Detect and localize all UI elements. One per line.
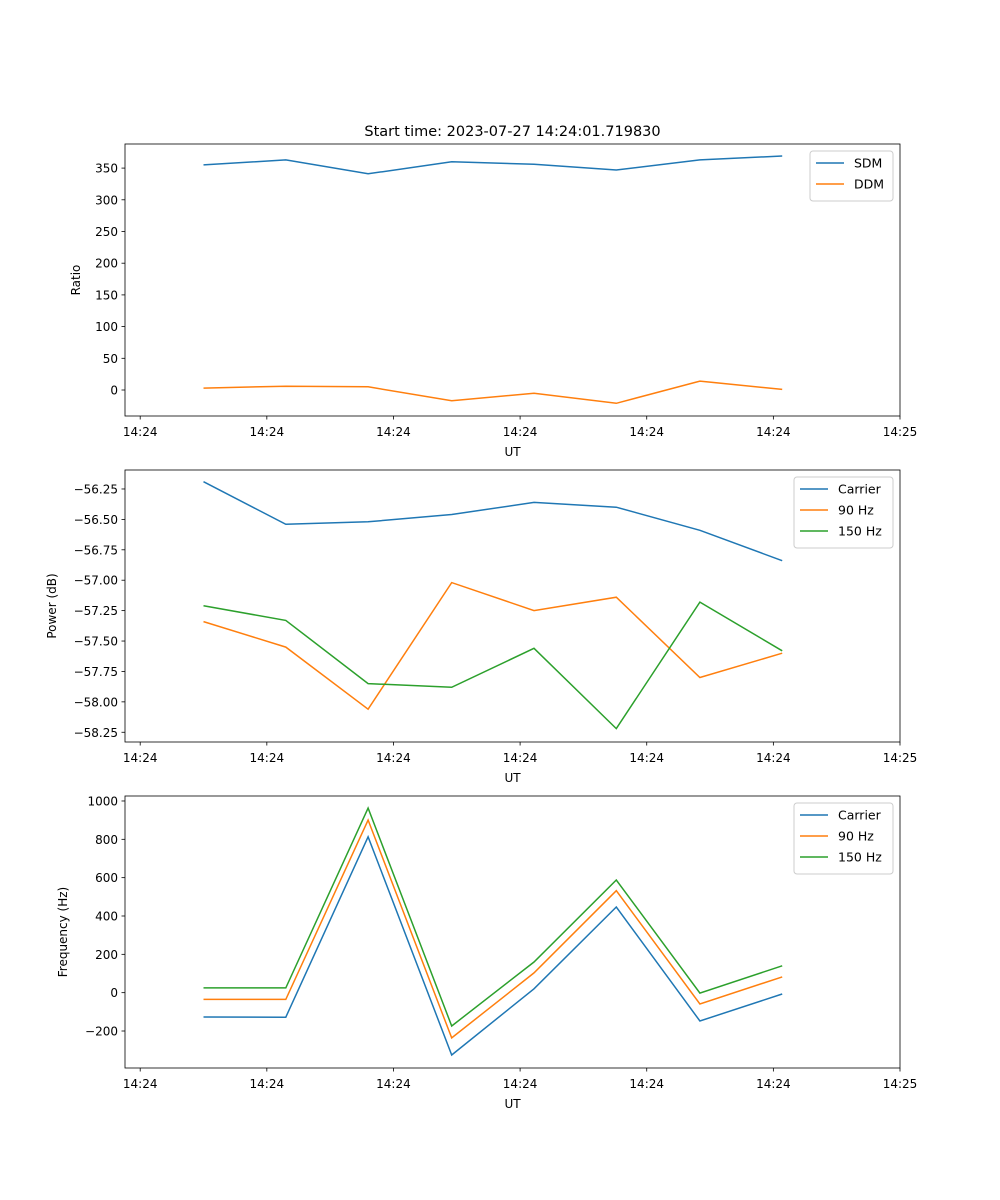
chart-title: Start time: 2023-07-27 14:24:01.719830	[364, 124, 660, 140]
y-tick-label: 350	[95, 162, 118, 176]
subplot-1: 14:24 14:24 14:24 14:24 14:24 14:24 14:25 0 50 10…	[69, 124, 917, 459]
y-tick-label: −56.25	[74, 482, 118, 496]
y-tick-label: 0	[110, 986, 118, 1000]
series-line-150-hz	[203, 601, 783, 730]
x-tick-label: 14:24	[756, 425, 791, 439]
series-line-carrier	[203, 481, 783, 562]
series-line-90-hz	[203, 818, 783, 1040]
x-tick-label: 14:24	[376, 1077, 411, 1091]
x-tick-label: 14:24	[123, 1077, 158, 1091]
series-line-ddm	[203, 380, 783, 405]
x-tick-label: 14:24	[503, 425, 538, 439]
y-tick-label: 250	[95, 225, 118, 239]
y-tick-label: −58.25	[74, 726, 118, 740]
x-tick-label: 14:24	[629, 425, 664, 439]
axes-frame	[124, 795, 901, 1069]
axes-frame	[124, 143, 901, 417]
y-tick-label: −56.75	[74, 543, 118, 557]
y-axis-label: Frequency (Hz)	[56, 887, 70, 978]
y-tick-label: 0	[110, 384, 118, 398]
x-tick-label: 14:24	[756, 751, 791, 765]
x-tick-label: 14:24	[503, 751, 538, 765]
x-tick-label: 14:25	[883, 1077, 918, 1091]
subplot-3: 14:24 14:24 14:24 14:24 14:24 14:24 14:25 −200 0…	[56, 794, 917, 1111]
y-tick-label: 600	[95, 871, 118, 885]
y-axis-label: Power (dB)	[45, 573, 59, 638]
y-tick-label: 200	[95, 948, 118, 962]
y-tick-label: 400	[95, 909, 118, 923]
x-tick-label: 14:24	[376, 751, 411, 765]
series-line-carrier	[203, 834, 783, 1057]
y-tick-label: 1000	[87, 794, 118, 808]
x-tick-label: 14:25	[883, 425, 918, 439]
legend: Carrier 90 Hz 150 Hz	[793, 476, 894, 549]
y-tick-label: −200	[85, 1025, 118, 1039]
x-axis-label: UT	[504, 771, 521, 785]
x-tick-label: 14:24	[123, 425, 158, 439]
y-tick-label: 800	[95, 833, 118, 847]
series-line-150-hz	[203, 806, 783, 1028]
y-tick-label: 50	[103, 352, 118, 366]
legend: Carrier 90 Hz 150 Hz	[793, 802, 894, 875]
y-tick-label: 200	[95, 257, 118, 271]
y-tick-label: 100	[95, 320, 118, 334]
x-axis-label: UT	[504, 1097, 521, 1111]
subplot-2: 14:24 14:24 14:24 14:24 14:24 14:24 14:25 −58.2…	[45, 469, 918, 785]
legend-label: 90 Hz	[838, 829, 874, 844]
x-tick-label: 14:24	[250, 751, 285, 765]
x-tick-label: 14:24	[376, 425, 411, 439]
y-tick-label: −58.00	[74, 695, 118, 709]
legend-label: SDM	[854, 156, 882, 171]
y-tick-label: 150	[95, 288, 118, 302]
x-tick-label: 14:24	[250, 425, 285, 439]
y-tick-label: −57.25	[74, 604, 118, 618]
y-tick-label: −57.00	[74, 574, 118, 588]
x-tick-label: 14:24	[503, 1077, 538, 1091]
legend: SDM DDM	[809, 150, 894, 202]
x-tick-label: 14:24	[123, 751, 158, 765]
y-tick-label: 300	[95, 193, 118, 207]
y-tick-label: −57.75	[74, 665, 118, 679]
y-tick-label: −57.50	[74, 635, 118, 649]
legend-label: Carrier	[838, 482, 882, 497]
legend-label: DDM	[854, 177, 884, 192]
x-tick-label: 14:24	[250, 1077, 285, 1091]
y-axis-label: Ratio	[69, 265, 83, 296]
x-tick-label: 14:25	[883, 751, 918, 765]
x-tick-label: 14:24	[756, 1077, 791, 1091]
x-tick-label: 14:24	[629, 1077, 664, 1091]
legend-label: 150 Hz	[838, 524, 882, 539]
axes-frame	[124, 469, 901, 743]
series-line-90-hz	[203, 581, 783, 711]
x-tick-label: 14:24	[629, 751, 664, 765]
series-line-sdm	[203, 155, 783, 175]
legend-label: 90 Hz	[838, 503, 874, 518]
legend-label: Carrier	[838, 808, 882, 823]
y-tick-label: −56.50	[74, 513, 118, 527]
x-axis-label: UT	[504, 445, 521, 459]
legend-label: 150 Hz	[838, 850, 882, 865]
